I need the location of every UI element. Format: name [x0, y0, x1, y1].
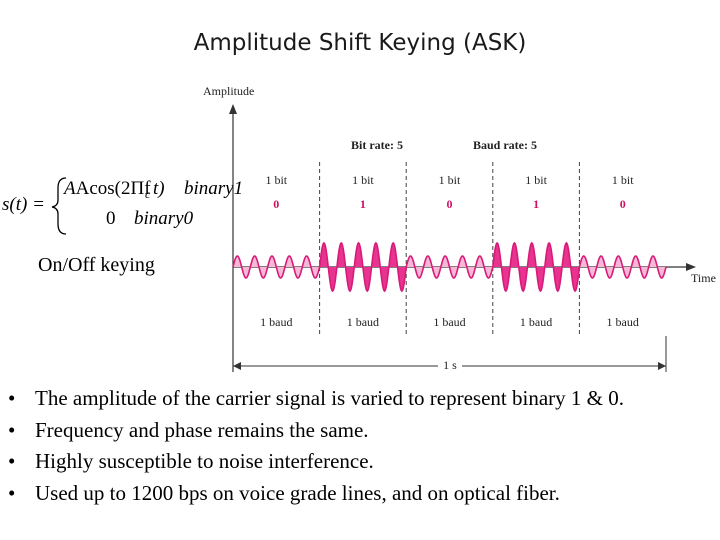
bullet-item: • Used up to 1200 bps on voice grade line… — [8, 481, 624, 513]
bullet-list: • The amplitude of the carrier signal is … — [8, 386, 624, 512]
bullet-marker: • — [8, 480, 16, 505]
baud-label: 1 baud — [347, 315, 379, 329]
onoff-keying-label: On/Off keying — [38, 254, 155, 276]
formula-case2-expr: 0 — [106, 208, 116, 229]
bit-value: 0 — [447, 197, 453, 211]
bit-label: 1 bit — [439, 173, 461, 187]
slide-title: Amplitude Shift Keying (ASK) — [193, 30, 527, 56]
y-axis-label: Amplitude — [203, 84, 254, 98]
bit-value: 1 — [533, 197, 539, 211]
bit-groups: 1 bit 0 1 baud 1 bit 1 1 baud 1 bit 0 1 baud 1 bi… — [260, 162, 639, 334]
baud-label: 1 baud — [520, 315, 552, 329]
bit-label: 1 bit — [525, 173, 547, 187]
span-label-bg — [438, 358, 462, 372]
formula-case1-expr: AAcos(2Πf — [62, 178, 151, 199]
bullet-item: • Highly susceptible to noise interferenc… — [8, 449, 624, 481]
bullet-marker: • — [8, 386, 16, 410]
formula-brace — [51, 177, 67, 235]
y-axis-arrow — [229, 104, 237, 114]
bullet-text: The amplitude of the carrier signal is v… — [35, 386, 624, 410]
bit-rate-label: Bit rate: 5 — [351, 138, 403, 152]
bit-value: 0 — [273, 197, 279, 211]
baud-label: 1 baud — [260, 315, 292, 329]
bullet-text: Used up to 1200 bps on voice grade lines… — [35, 480, 560, 505]
bit-label: 1 bit — [352, 173, 374, 187]
span-arrow-right — [658, 362, 666, 370]
wave-line — [492, 241, 581, 293]
bit-value: 0 — [620, 197, 626, 211]
bit-value: 1 — [360, 197, 366, 211]
bullet-item: • Frequency and phase remains the same. — [8, 418, 624, 450]
wave-line — [318, 241, 407, 293]
formula-case1-sub: c — [145, 187, 151, 201]
ask-formula: s(t) = AAcos(2Πf c t) binary1 0 binary0 — [2, 177, 243, 235]
span-arrow-left — [233, 362, 241, 370]
ask-waveform — [232, 241, 667, 293]
bullet-marker: • — [8, 449, 16, 473]
formula-case1-tail: t) — [153, 178, 165, 199]
bit-label: 1 bit — [265, 173, 287, 187]
formula-lhs: s(t) = — [2, 194, 45, 215]
span-label: 1 s — [443, 358, 457, 372]
formula-case1-cond: binary1 — [184, 178, 243, 199]
formula-case2-cond: binary0 — [134, 208, 194, 229]
bit-label: 1 bit — [612, 173, 634, 187]
bullet-text: Highly susceptible to noise interference… — [35, 449, 374, 473]
baud-label: 1 baud — [607, 315, 639, 329]
bullet-marker: • — [8, 417, 16, 442]
baud-label: 1 baud — [433, 315, 465, 329]
wave-line — [232, 255, 321, 279]
baud-rate-label: Baud rate: 5 — [473, 138, 537, 152]
wave-line — [578, 255, 667, 279]
x-axis-label: Time — [691, 271, 716, 285]
x-axis-arrow — [686, 263, 696, 271]
bullet-item: • The amplitude of the carrier signal is … — [8, 386, 624, 418]
bullet-text: Frequency and phase remains the same. — [35, 417, 369, 442]
wave-line — [405, 255, 494, 279]
